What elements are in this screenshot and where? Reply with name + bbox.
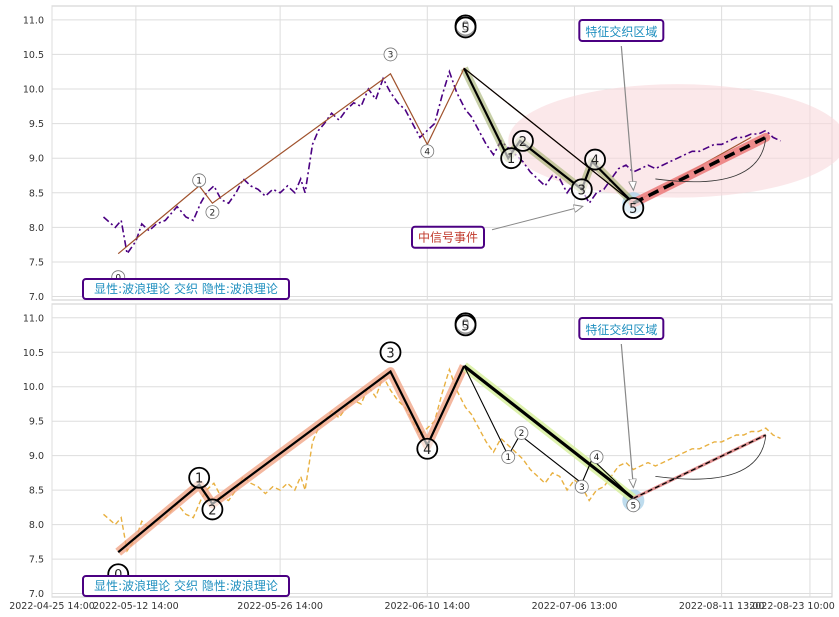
wave-label-circle [514,426,529,440]
feature-zone-arrow [620,45,633,189]
x-tick-label: 2022-05-12 14:00 [93,601,179,612]
status-footer-box [82,575,290,597]
wave-label-text: 5 [461,319,469,334]
y-tick-label: 9.0 [29,451,44,462]
forecast-line [633,434,767,499]
wave-label-text: 2 [519,135,527,150]
wave-label-circle [188,466,211,489]
wave-label-circle [420,144,435,159]
wave-label-text: 1 [196,177,202,187]
y-tick-label: 8.5 [29,486,44,497]
y-tick-label: 8.5 [29,188,44,199]
wave-label-circle [626,498,641,513]
signal-event-arrow [491,207,582,231]
y-tick-label: 10.5 [23,348,44,359]
wave-label-text: 3 [386,346,394,361]
wave-label-circle [201,498,224,521]
wave-label-circle [589,450,604,464]
x-tick-label: 2022-06-10 14:00 [384,601,470,612]
feature-zone-label: 特征交织区域 [585,24,657,39]
y-tick-label: 8.0 [29,223,44,234]
wave-label-text: 2 [208,503,216,518]
signal-event-label-box [411,225,485,249]
wave-label-circle [416,437,439,460]
wave-label-text: 3 [578,183,586,198]
y-tick-label: 8.0 [29,520,44,531]
status-footer-label: 显性:波浪理论 交织 隐性:波浪理论 [94,281,278,296]
wave-label-circle [205,205,220,220]
status-footer-label: 显性:波浪理论 交织 隐性:波浪理论 [94,578,278,593]
wave-label-text: 5 [629,202,637,217]
x-tick-label: 2022-05-26 14:00 [237,601,323,612]
x-tick-label: 2022-04-25 14:00 [9,601,95,612]
y-tick-label: 10.0 [23,85,44,96]
y-tick-label: 11.0 [23,15,44,26]
chart-panel-bottom: 7.07.58.08.59.09.510.010.511.00123405123… [9,303,835,612]
wave-label-text: 2 [210,208,216,218]
wave-label-circle [383,47,398,62]
wave-label-text: 1 [195,472,203,487]
wave-label-text: 4 [423,443,431,458]
wave-label-text: 4 [591,154,599,169]
wave-label-circle [574,479,589,494]
y-tick-label: 9.5 [29,417,44,428]
y-tick-label: 7.0 [29,292,44,303]
wave-label-text: 5 [461,21,469,36]
y-tick-label: 10.5 [23,50,44,61]
feature-zone-arrow [620,343,633,487]
trend-line [463,67,634,204]
y-tick-label: 10.0 [23,382,44,393]
wave-label-text: 1 [505,453,511,463]
wave-label-circle [584,148,606,171]
feature-zone-label-box [578,19,665,42]
wave-label-circle [379,341,402,364]
y-tick-label: 11.0 [23,313,44,324]
wave-label-text: 5 [630,502,636,512]
forecast-curve [655,434,767,480]
status-footer-box [82,278,290,300]
forecast-line [632,135,767,205]
y-tick-label: 7.5 [29,555,44,566]
sub-wave-line [463,365,634,499]
wave-label-text: 4 [424,147,430,157]
chart-panel-top: 7.07.58.08.59.09.510.010.511.00123405123… [23,5,839,303]
wave-label-text: 3 [579,483,585,493]
wave-label-text: 2 [519,429,525,439]
wave-label-text: 1 [507,152,515,167]
feature-zone-label: 特征交织区域 [585,322,657,337]
wave-label-circle [454,16,477,39]
plot-frame [51,303,833,598]
wave-label-circle [501,450,516,464]
primary-wave-line [117,365,466,554]
feature-zone-label-box [578,317,665,340]
wave-label-text: 4 [594,453,600,463]
wave-label-circle [512,129,534,152]
x-tick-label: 2022-08-23 10:00 [749,601,835,612]
y-tick-label: 9.5 [29,119,44,130]
wave-label-circle [500,147,523,170]
wave-label-circle [570,178,593,201]
wave-label-circle [454,314,477,337]
wave-label-text: 3 [388,51,394,61]
y-tick-label: 7.0 [29,589,44,600]
y-tick-label: 7.5 [29,257,44,268]
x-tick-label: 2022-08-11 13:00 [679,601,765,612]
forecast-curve [655,137,767,183]
price-line [102,69,781,256]
wave-label-circle [622,197,645,219]
x-tick-label: 2022-07-06 13:00 [532,601,618,612]
signal-event-label: 中信号事件 [418,230,478,245]
trend-line [463,364,635,500]
price-line [103,367,781,553]
y-tick-label: 9.0 [29,154,44,165]
wave-label-circle [192,173,207,188]
